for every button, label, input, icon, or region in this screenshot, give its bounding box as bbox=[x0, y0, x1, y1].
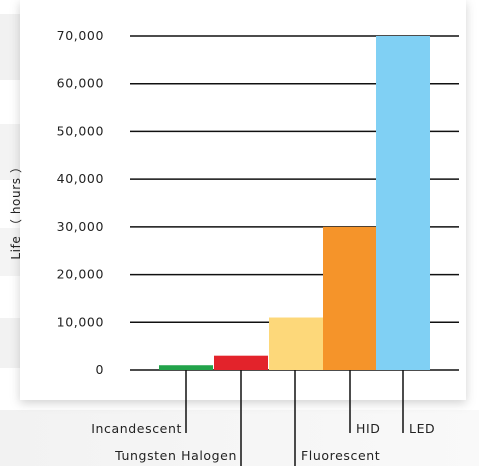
bar bbox=[159, 365, 213, 370]
y-tick-label: 40,000 bbox=[57, 171, 104, 186]
y-tick-label: 50,000 bbox=[57, 123, 104, 138]
y-tick-label: 30,000 bbox=[57, 219, 104, 234]
y-tick-label: 20,000 bbox=[57, 267, 104, 282]
category-leader-lines bbox=[185, 370, 404, 466]
category-label: HID bbox=[356, 421, 381, 436]
y-tick-label: 10,000 bbox=[57, 314, 104, 329]
category-label: Incandescent bbox=[91, 421, 182, 436]
y-tick-labels: 0 10,000 20,000 30,000 40,000 50,000 60,000 70,… bbox=[57, 28, 104, 377]
bar bbox=[323, 226, 377, 370]
bars bbox=[159, 36, 430, 370]
y-tick-label: 0 bbox=[95, 362, 104, 377]
bar bbox=[269, 317, 323, 370]
y-tick-label: 60,000 bbox=[57, 76, 104, 91]
category-labels: Incandescent Tungsten Halogen Fluorescent H… bbox=[91, 421, 435, 463]
y-axis-label: Life （ hours ） bbox=[9, 160, 23, 259]
category-label: Tungsten Halogen bbox=[114, 448, 237, 463]
bar bbox=[214, 355, 268, 370]
category-label: Fluorescent bbox=[301, 448, 380, 463]
category-label: LED bbox=[409, 421, 435, 436]
bar bbox=[376, 36, 430, 370]
y-tick-label: 70,000 bbox=[57, 28, 104, 43]
